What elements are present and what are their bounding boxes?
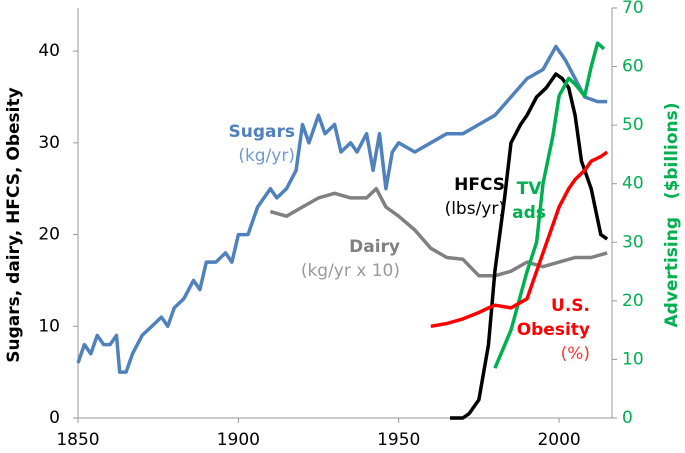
y-axis-label: Sugars, dairy, HFCS, Obesity	[4, 87, 24, 362]
series-line	[269, 186, 608, 278]
series-unit: (kg/yr)	[238, 146, 295, 166]
series-annotation: U.S. Obesity (%)	[500, 294, 590, 366]
series-line	[76, 44, 608, 374]
y-tick-label: 0	[49, 408, 60, 428]
y2-tick-label: 40	[622, 174, 644, 194]
series-line	[430, 150, 609, 329]
series-annotation: Dairy (kg/yr x 10)	[300, 235, 400, 283]
y-tick-label: 10	[38, 316, 60, 336]
series-unit: (kg/yr x 10)	[300, 261, 400, 281]
x-tick-label: 2000	[537, 430, 580, 450]
y-tick-label: 20	[38, 225, 60, 245]
y2-axis-label: Advertising ($billions)	[662, 103, 682, 328]
y-tick-label: 40	[38, 41, 60, 61]
series-annotation: HFCS (lbs/yr)	[440, 173, 505, 221]
y2-tick-label: 50	[622, 115, 644, 135]
series-name: U.S. Obesity	[516, 296, 590, 340]
series-annotation: Sugars (kg/yr)	[200, 120, 296, 168]
y2-tick-label: 70	[622, 0, 644, 18]
x-tick-label: 1900	[217, 430, 260, 450]
series-unit: (lbs/yr)	[444, 199, 505, 219]
y2-tick-label: 0	[622, 408, 633, 428]
series-line	[450, 72, 609, 420]
y2-tick-label: 30	[622, 232, 644, 252]
y2-tick-label: 20	[622, 291, 644, 311]
y-tick-label: 30	[38, 133, 60, 153]
series-line	[493, 41, 606, 369]
series-unit: (%)	[560, 344, 590, 364]
series-name: TV ads	[512, 179, 546, 223]
series-name: Dairy	[349, 237, 400, 257]
y2-tick-label: 10	[622, 349, 644, 369]
y2-tick-label: 60	[622, 57, 644, 77]
x-tick-label: 1850	[56, 430, 99, 450]
x-tick-label: 1950	[377, 430, 420, 450]
series-name: HFCS	[454, 175, 505, 195]
series-annotation: TV ads	[512, 177, 546, 225]
series-name: Sugars	[228, 122, 296, 142]
